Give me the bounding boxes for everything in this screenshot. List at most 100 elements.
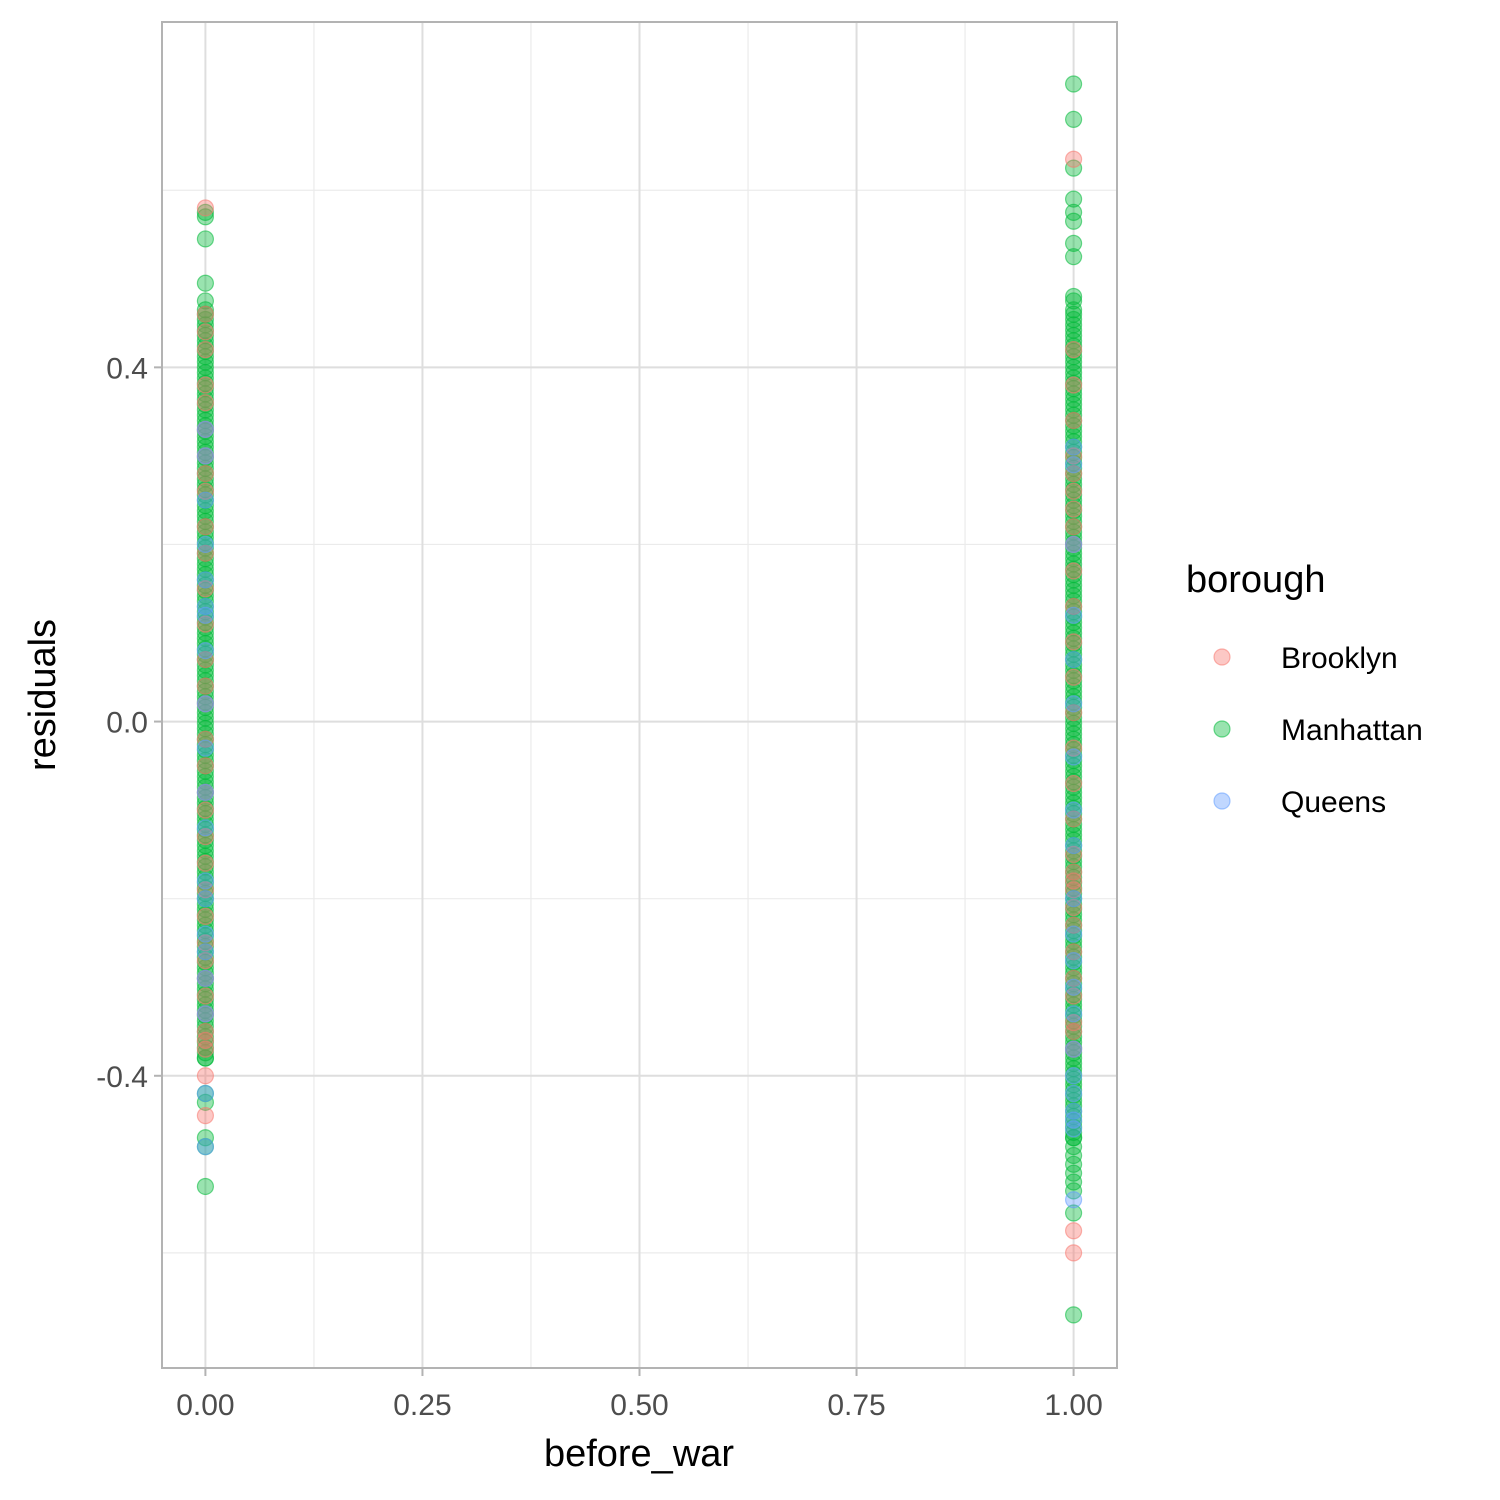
point-queens [1064, 1111, 1083, 1129]
point-manhattan [1064, 301, 1083, 319]
point-brooklyn [196, 907, 215, 925]
point-brooklyn [1064, 987, 1083, 1005]
point-brooklyn [196, 677, 215, 695]
point-brooklyn [1064, 845, 1083, 863]
point-queens [196, 447, 215, 465]
point-queens [1064, 978, 1083, 996]
point-queens [1064, 1067, 1083, 1085]
point-brooklyn [196, 952, 215, 970]
point-manhattan [196, 1177, 215, 1196]
point-brooklyn [1064, 447, 1083, 465]
y-tick-label: -0.4 [96, 1061, 148, 1094]
legend-label-brooklyn: Brooklyn [1281, 642, 1398, 675]
point-brooklyn [1064, 863, 1083, 881]
y-axis-ticks: -0.4 0.0 0.4 [96, 352, 162, 1094]
point-brooklyn [1064, 562, 1083, 580]
point-queens [196, 420, 215, 438]
point-manhattan [196, 1129, 215, 1147]
point-manhattan [196, 230, 215, 248]
point-manhattan [196, 310, 215, 329]
point-manhattan [196, 1049, 215, 1067]
point-brooklyn [1064, 872, 1083, 890]
point-brooklyn [1064, 1014, 1083, 1032]
point-brooklyn [196, 465, 215, 483]
point-manhattan [1064, 1204, 1083, 1222]
point-manhattan [1064, 1182, 1083, 1200]
point-brooklyn [196, 1040, 215, 1058]
point-manhattan [1064, 1173, 1083, 1191]
point-queens [1064, 456, 1083, 474]
point-brooklyn [196, 934, 215, 952]
point-brooklyn [196, 518, 215, 536]
point-brooklyn [196, 881, 215, 899]
point-brooklyn [196, 650, 215, 669]
point-queens [1064, 1040, 1083, 1058]
point-queens [1064, 836, 1083, 855]
legend-key-queens [1213, 792, 1231, 810]
point-brooklyn [1064, 1222, 1083, 1240]
point-brooklyn [1064, 969, 1083, 987]
legend-key-brooklyn [1213, 648, 1231, 666]
point-brooklyn [1064, 633, 1083, 651]
x-axis-title: before_war [544, 1433, 734, 1475]
point-brooklyn [1064, 916, 1083, 934]
x-tick-label: 0.00 [176, 1389, 234, 1422]
point-queens [196, 943, 215, 961]
point-brooklyn [1064, 518, 1083, 536]
y-tick-label: 0.4 [106, 352, 148, 385]
point-queens [1064, 890, 1083, 908]
point-brooklyn [196, 544, 215, 562]
legend-title: borough [1186, 559, 1325, 601]
grid-major [162, 22, 1117, 1368]
x-tick-label: 1.00 [1044, 1389, 1102, 1422]
point-brooklyn [1064, 668, 1083, 686]
point-queens [1064, 1191, 1083, 1209]
point-queens [1064, 925, 1083, 943]
point-queens [196, 606, 215, 624]
point-brooklyn [196, 394, 215, 412]
point-brooklyn [1064, 739, 1083, 757]
point-brooklyn [1064, 411, 1083, 430]
point-manhattan [196, 208, 215, 226]
y-tick-label: 0.0 [106, 707, 148, 740]
point-brooklyn [1064, 810, 1083, 828]
point-queens [1064, 438, 1083, 456]
point-manhattan [1064, 1155, 1083, 1173]
plot-panel [161, 21, 1118, 1369]
point-brooklyn [196, 376, 215, 394]
legend-key-manhattan [1213, 720, 1231, 738]
point-brooklyn [196, 323, 215, 341]
point-manhattan [196, 203, 215, 221]
point-brooklyn [196, 1022, 215, 1041]
point-queens [196, 890, 215, 908]
x-tick-label: 0.50 [610, 1389, 668, 1422]
point-queens [1064, 952, 1083, 970]
point-brooklyn [196, 801, 215, 819]
point-manhattan [1064, 203, 1083, 221]
point-manhattan [1064, 292, 1083, 310]
point-manhattan [1064, 287, 1083, 306]
point-brooklyn [1064, 376, 1083, 394]
point-queens [196, 1084, 215, 1103]
point-brooklyn [196, 1067, 215, 1085]
point-brooklyn [196, 305, 215, 323]
point-queens [196, 571, 215, 589]
point-brooklyn [196, 482, 215, 500]
point-brooklyn [1064, 150, 1083, 168]
point-queens [196, 642, 215, 660]
x-tick-label: 0.25 [393, 1389, 451, 1422]
point-queens [1064, 650, 1083, 669]
legend-label-queens: Queens [1281, 786, 1386, 819]
point-manhattan [1064, 159, 1083, 177]
point-brooklyn [196, 341, 215, 359]
point-queens [196, 535, 215, 554]
point-brooklyn [196, 757, 215, 775]
point-queens [1064, 1102, 1083, 1120]
point-brooklyn [1064, 1022, 1083, 1041]
point-manhattan [1064, 1138, 1083, 1156]
point-brooklyn [196, 199, 215, 217]
point-queens [196, 491, 215, 509]
point-queens [1064, 1005, 1083, 1023]
point-brooklyn [196, 1107, 215, 1125]
